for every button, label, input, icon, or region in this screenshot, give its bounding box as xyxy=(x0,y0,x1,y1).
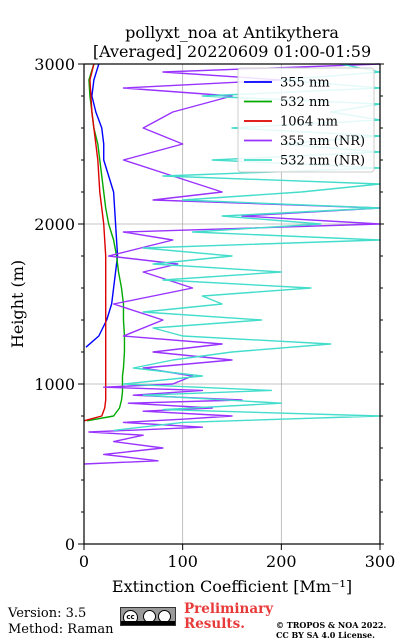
series-line-1064-nm xyxy=(83,63,107,422)
x-tick-label: 100 xyxy=(167,552,198,571)
legend-entry-label: 532 nm xyxy=(280,95,330,110)
x-axis-label: Extinction Coefficient [Mm⁻¹] xyxy=(112,577,352,596)
legend-entry-label: 1064 nm xyxy=(280,115,338,130)
x-tick-label: 0 xyxy=(79,552,89,571)
chart-subtitle: [Averaged] 20220609 01:00-01:59 xyxy=(93,42,371,61)
x-tick-label: 300 xyxy=(365,552,396,571)
legend-entry-label: 355 nm xyxy=(280,76,330,91)
y-axis-label: Height (m) xyxy=(8,260,27,348)
cc-license-badge: cc xyxy=(120,607,176,626)
copyright-notice: © TROPOS & NOA 2022. CC BY SA 4.0 Licens… xyxy=(276,620,387,640)
legend: 355 nm 532 nm 1064 nm 355 nm (NR) 532 nm (NR… xyxy=(237,67,375,173)
method-text: Method: Raman xyxy=(8,622,114,637)
series-line-355-nm-nr- xyxy=(83,63,381,465)
plot-frame xyxy=(83,63,381,545)
version-text: Version: 3.5 xyxy=(8,606,87,621)
x-tick-label: 200 xyxy=(266,552,297,571)
preliminary-notice: Preliminary Results. xyxy=(184,601,274,632)
y-tick-label: 0 xyxy=(65,535,75,554)
y-tick-label: 2000 xyxy=(34,215,75,234)
chart-canvas: pollyxt_noa at Antikythera [Averaged] 20… xyxy=(8,23,395,596)
legend-box xyxy=(237,67,375,173)
legend-entry-label: 532 nm (NR) xyxy=(280,154,365,169)
chart-title: pollyxt_noa at Antikythera xyxy=(125,23,339,42)
y-tick-label: 3000 xyxy=(34,55,75,74)
legend-entry-label: 355 nm (NR) xyxy=(280,134,365,149)
series-line-355-nm xyxy=(85,63,119,348)
y-tick-label: 1000 xyxy=(34,375,75,394)
